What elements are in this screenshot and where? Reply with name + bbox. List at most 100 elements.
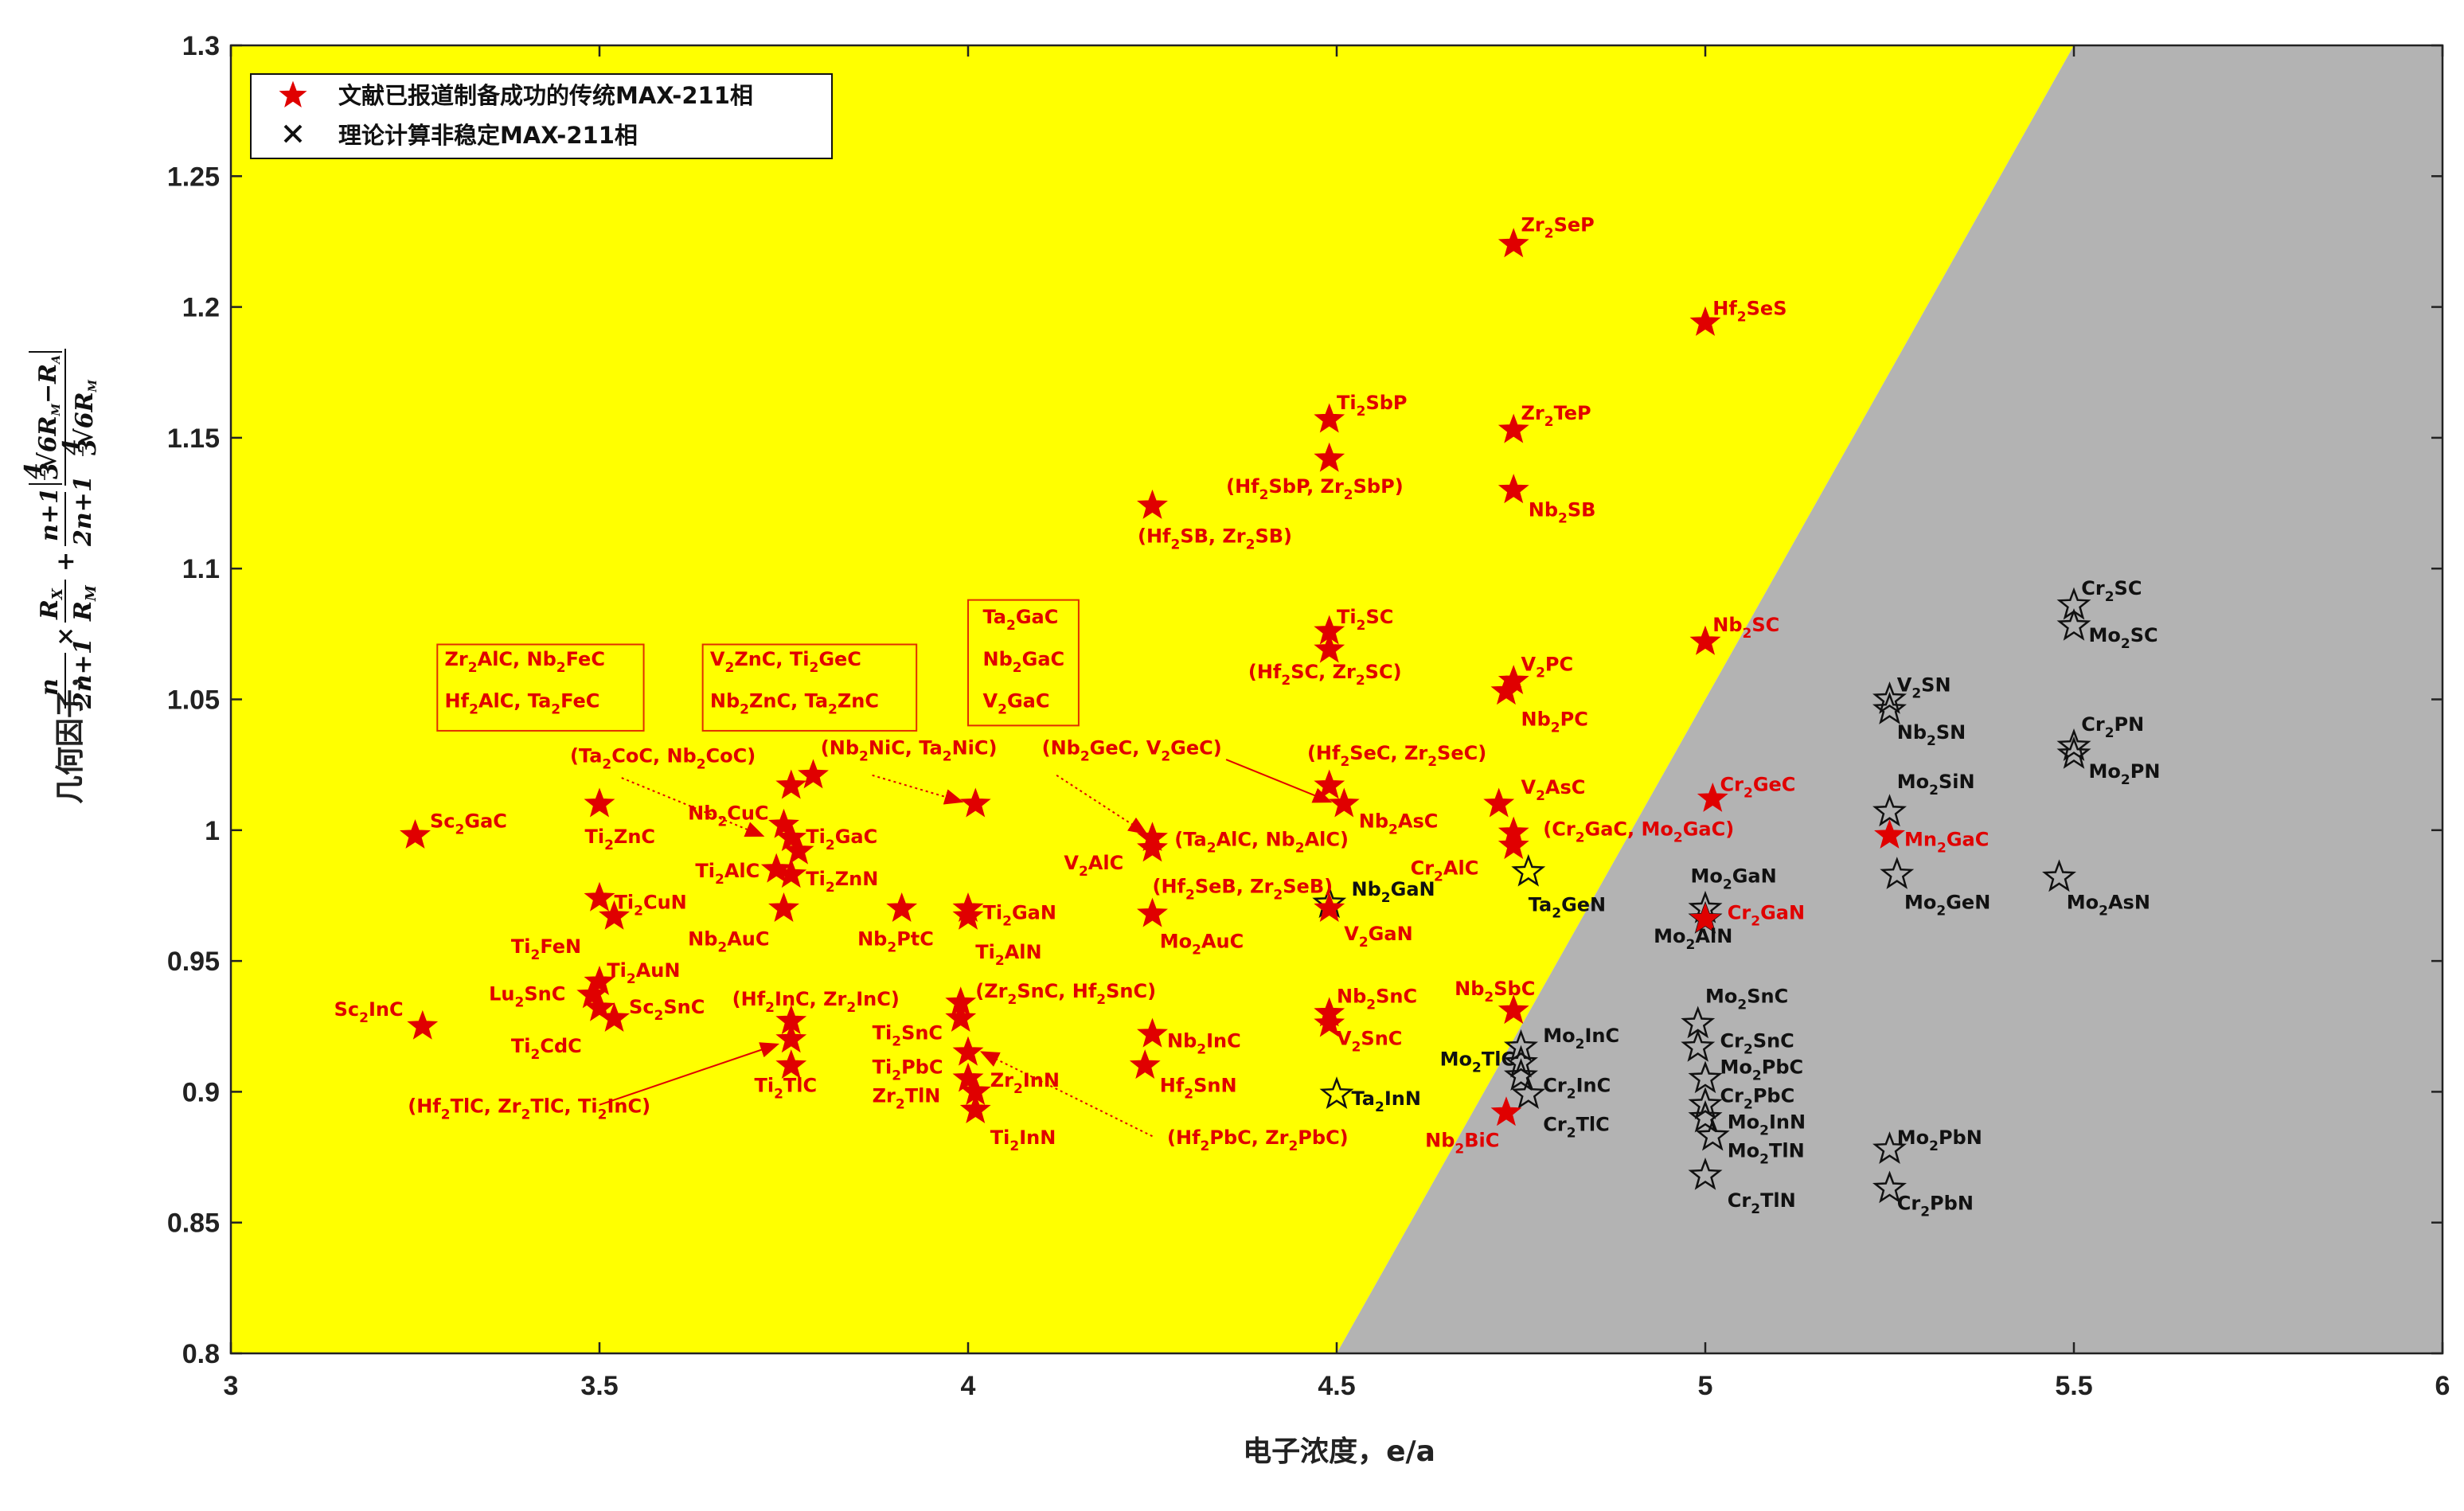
reported-point-star [959,1093,991,1123]
reported-point-star [952,900,984,930]
point-label: Mo2TlN [1728,1140,1805,1168]
theory-point-star [1688,1060,1723,1094]
point-label: Cr2PbN [1897,1192,1974,1220]
y-tick-label: 1 [205,816,220,846]
theory-point-star [1872,1131,1907,1164]
point-label: (Hf2SB, Zr2SB) [1138,525,1292,552]
point-label: Mn2GaC [1904,829,1989,857]
point-label: (Nb2NiC, Ta2NiC) [821,737,998,765]
reported-point-star [775,769,807,799]
point-label: Zr2SeP [1521,213,1595,241]
plot-regions [231,45,2443,1353]
theory-point-star [2056,736,2091,769]
point-label: Nb2AsC [1359,810,1439,838]
x-tick-label: 4 [961,1371,976,1401]
point-label: Ta2GaC [983,606,1059,634]
y-tick-label: 0.8 [182,1339,220,1369]
point-label: Nb2GaN [1352,878,1435,906]
point-label: (Ta2AlC, Nb2AlC) [1174,829,1349,857]
stable-region [231,45,2074,1353]
point-label: Nb2SbC [1455,978,1535,1005]
frac4-den: √6RM [71,379,100,444]
point-label: Mo2AsN [2067,891,2150,919]
reported-point-star [584,787,615,818]
point-labels: Zr2SeP Hf2SeS Ti2SbP Zr2TeP (Hf2SbP, Zr2SbP)… [334,213,2161,1220]
point-label: Ti2SbP [1337,392,1408,420]
point-label: Nb2AuC [688,927,769,955]
point-label: Nb2SC [1712,614,1779,642]
theory-point-star [1319,1076,1354,1109]
reported-point-star [760,853,792,883]
point-label: Sc2InC [334,998,404,1026]
legend-star-shape [279,80,307,107]
point-label: Nb2CuC [688,802,768,830]
point-label: Cr2InC [1543,1074,1611,1102]
point-label: Zr2AlC, Nb2FeC [445,648,605,676]
point-label: V2AsC [1521,776,1586,804]
theory-point-star [2041,859,2077,892]
reported-point-star [1137,897,1168,927]
theory-point-star [1503,1058,1539,1091]
x-tick-label: 4.5 [1318,1371,1355,1401]
point-label: Sc2GaC [430,810,507,838]
theory-point-star [1503,1029,1539,1062]
frac2-den: RM [69,584,100,622]
theory-point-star [1511,853,1546,887]
point-label: Nb2PtC [857,927,934,955]
point-label: Ti2AlN [975,941,1041,969]
point-label: Hf2SnN [1160,1074,1237,1102]
point-label: Ta2GeN [1529,894,1606,922]
theory-point-star [1872,681,1907,714]
theory-point-star [1688,1087,1723,1120]
point-label: Mo2GaN [1690,865,1776,893]
frac3-den: 2n+1 [69,475,97,547]
point-label: (Hf2SeC, Zr2SeC) [1307,742,1486,770]
y-tick-label: 1.15 [167,424,220,454]
point-label: Nb2SB [1529,498,1596,526]
reported-point-star [1498,830,1529,860]
point-label: Mo2AlN [1654,925,1732,953]
legend: 文献已报道制备成功的传统MAX-211相 理论计算非稳定MAX-211相 [250,73,833,159]
point-label: Cr2SnC [1720,1030,1794,1058]
reported-point-star [775,858,807,888]
point-label: Cr2SC [2081,577,2142,605]
annotation-arrow [1056,774,1148,835]
point-label: Ti2GaN [983,902,1056,930]
x-tick-label: 5.5 [2055,1371,2092,1401]
reported-point-star [1314,403,1345,433]
theory-point-star [2056,607,2091,641]
reported-point-star [584,991,615,1021]
plus-sign: + [52,552,80,572]
reported-point-star [1689,903,1721,933]
point-label: Ti2AlC [695,860,760,888]
point-label: V2SN [1897,674,1951,702]
point-label: (Hf2InC, Zr2InC) [732,988,900,1016]
label-group-box [701,643,918,732]
point-label: Ti2SnC [873,1022,943,1050]
point-label: Mo2InN [1728,1111,1806,1138]
reported-point-star [775,1023,807,1053]
point-label: Zr2InN [990,1069,1060,1097]
frac1-num: n [36,678,64,696]
point-label: Cr2GeC [1720,774,1796,802]
reported-point-star [775,822,807,852]
frac3-num: n+1 [36,487,64,541]
point-label: (Hf2SeB, Zr2SeB) [1153,876,1334,904]
point-label: Nb2SnC [1337,986,1417,1013]
legend-label-theory: 理论计算非稳定MAX-211相 [338,122,638,149]
theory-point-star [1872,1170,1908,1204]
reported-point-star [1137,1017,1168,1048]
y-tick-label: 1.1 [182,554,220,584]
reported-point-star [1314,442,1345,472]
point-label: Ti2ZnC [584,826,655,853]
point-label: Ti2InN [990,1126,1056,1154]
frac4-den-four: 4 [58,439,86,455]
point-label: Mo2SiN [1897,771,1975,798]
reported-point-star [1328,787,1360,818]
annotation-arrow [979,1051,1153,1138]
point-label: Ti2PbC [873,1056,943,1083]
frac2-num: RX [36,588,66,620]
reported-point-star [783,834,814,865]
point-label: (Ta2CoC, Nb2CoC) [570,744,756,772]
point-label: Sc2SnC [629,996,705,1024]
